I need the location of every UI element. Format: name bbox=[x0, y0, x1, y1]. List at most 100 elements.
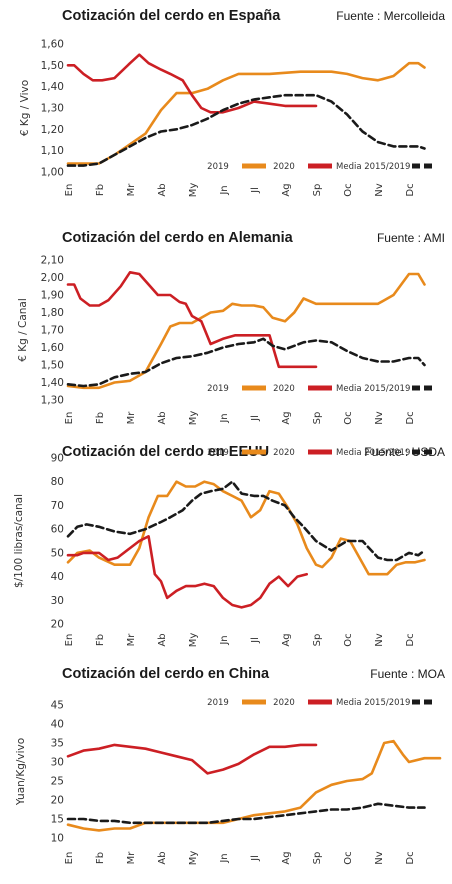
x-tick-label: En bbox=[64, 634, 75, 647]
y-axis-label: € Kg / Canal bbox=[17, 298, 29, 362]
y-tick-label: 30 bbox=[51, 595, 64, 607]
y-tick-label: 2,00 bbox=[41, 272, 64, 284]
x-tick-label: Ab bbox=[157, 411, 168, 424]
y-tick-label: 1,90 bbox=[41, 290, 64, 302]
chart-source: Fuente : MOA bbox=[370, 667, 445, 681]
chart-title: Cotización del cerdo en China bbox=[62, 666, 270, 682]
series-line-s2019 bbox=[66, 61, 426, 165]
legend: 2019 2020 Media 2015/2019 bbox=[207, 384, 436, 394]
chart-title: Cotización del cerdo en España bbox=[62, 8, 281, 24]
x-tick-label: Nv bbox=[374, 183, 385, 196]
x-tick-label: Ab bbox=[157, 183, 168, 196]
chart-source: Fuente : AMI bbox=[377, 231, 445, 245]
x-tick-label: Oc bbox=[343, 633, 354, 646]
y-tick-label: 20 bbox=[51, 795, 64, 807]
legend-2020-label: 2020 bbox=[273, 698, 295, 708]
series-line-s2020 bbox=[66, 53, 318, 114]
series-line-avg bbox=[66, 802, 426, 825]
x-tick-label: My bbox=[188, 851, 199, 866]
x-tick-label: Nv bbox=[374, 851, 385, 864]
chart-china: Cotización del cerdo en China Fuente : M… bbox=[0, 658, 452, 878]
y-tick-label: 1,50 bbox=[41, 60, 64, 72]
x-tick-label: My bbox=[188, 411, 199, 426]
chart-source: Fuente : Mercolleida bbox=[336, 9, 445, 23]
x-tick-label: Sp bbox=[312, 634, 323, 647]
y-axis-label: Yuan/Kg/vivo bbox=[15, 738, 27, 806]
x-tick-label: Fb bbox=[95, 184, 106, 196]
legend-avg-label: Media 2015/2019 bbox=[336, 698, 410, 708]
chart-germany-svg: Cotización del cerdo en Alemania Fuente … bbox=[17, 230, 445, 426]
x-tick-label: Ag bbox=[281, 633, 292, 646]
x-tick-label: Nv bbox=[374, 411, 385, 424]
series-line-avg bbox=[66, 480, 426, 562]
x-tick-label: Jl bbox=[250, 637, 261, 644]
x-tick-label: My bbox=[188, 633, 199, 648]
x-tick-label: Sp bbox=[312, 412, 323, 425]
y-tick-label: 30 bbox=[51, 757, 64, 769]
x-tick-label: Ag bbox=[281, 411, 292, 424]
x-tick-label: Dc bbox=[405, 183, 416, 196]
y-tick-label: 1,10 bbox=[41, 145, 64, 157]
x-tick-label: Jl bbox=[250, 187, 261, 194]
legend-2020-label: 2020 bbox=[273, 384, 295, 394]
y-tick-label: 1,60 bbox=[41, 39, 64, 51]
y-tick-label: 40 bbox=[51, 571, 64, 583]
x-tick-label: Jn bbox=[219, 853, 230, 863]
chart-usa-svg: Cotización del cerdo en EEUU Fuente : US… bbox=[13, 444, 445, 648]
x-tick-label: Oc bbox=[343, 851, 354, 864]
chart-china-svg: Cotización del cerdo en China Fuente : M… bbox=[15, 666, 445, 866]
y-tick-label: 1,30 bbox=[41, 103, 64, 115]
y-tick-label: 10 bbox=[51, 833, 64, 845]
x-tick-label: En bbox=[64, 852, 75, 865]
x-tick-label: Oc bbox=[343, 183, 354, 196]
x-tick-label: En bbox=[64, 184, 75, 197]
series-line-s2020 bbox=[66, 270, 318, 369]
y-tick-label: 1,50 bbox=[41, 360, 64, 372]
legend-avg-label: Media 2015/2019 bbox=[336, 448, 410, 458]
chart-germany: Cotización del cerdo en Alemania Fuente … bbox=[0, 220, 452, 440]
y-tick-label: 1,00 bbox=[41, 167, 64, 179]
chart-title: Cotización del cerdo en EEUU bbox=[62, 444, 269, 460]
x-tick-label: Mr bbox=[126, 183, 137, 197]
legend-avg-label: Media 2015/2019 bbox=[336, 384, 410, 394]
x-tick-label: En bbox=[64, 412, 75, 425]
x-tick-label: Sp bbox=[312, 184, 323, 197]
y-tick-label: 25 bbox=[51, 776, 64, 788]
x-tick-label: Jl bbox=[250, 415, 261, 422]
x-tick-label: Mr bbox=[126, 411, 137, 425]
legend: 2019 2020 Media 2015/2019 bbox=[207, 698, 436, 708]
y-tick-label: 2,10 bbox=[41, 255, 64, 267]
x-tick-label: Jn bbox=[219, 185, 230, 195]
series-line-s2020 bbox=[66, 743, 318, 775]
y-axis-label: € Kg / Vivo bbox=[19, 80, 31, 136]
y-tick-label: 35 bbox=[51, 738, 64, 750]
x-tick-label: Jn bbox=[219, 413, 230, 423]
x-tick-label: Mr bbox=[126, 633, 137, 647]
series-line-s2019 bbox=[66, 480, 426, 576]
y-tick-label: 60 bbox=[51, 524, 64, 536]
x-tick-label: Nv bbox=[374, 633, 385, 646]
x-tick-label: Ag bbox=[281, 183, 292, 196]
chart-title: Cotización del cerdo en Alemania bbox=[62, 230, 294, 246]
y-tick-label: 80 bbox=[51, 476, 64, 488]
x-tick-label: Ab bbox=[157, 851, 168, 864]
legend-2020-label: 2020 bbox=[273, 162, 295, 172]
y-tick-label: 70 bbox=[51, 500, 64, 512]
y-tick-label: 40 bbox=[51, 719, 64, 731]
series-line-s2019 bbox=[66, 739, 442, 832]
y-tick-label: 1,40 bbox=[41, 377, 64, 389]
x-tick-label: Fb bbox=[95, 852, 106, 864]
x-tick-label: Dc bbox=[405, 633, 416, 646]
x-tick-label: Jn bbox=[219, 635, 230, 645]
legend-2019-label: 2019 bbox=[207, 384, 229, 394]
chart-spain-svg: Cotización del cerdo en España Fuente : … bbox=[19, 8, 445, 197]
chart-source: Fuente : USDA bbox=[364, 445, 445, 459]
y-tick-label: 1,70 bbox=[41, 325, 64, 337]
legend-2019-label: 2019 bbox=[207, 162, 229, 172]
x-tick-label: Dc bbox=[405, 411, 416, 424]
x-tick-label: Ag bbox=[281, 851, 292, 864]
y-tick-label: 1,40 bbox=[41, 81, 64, 93]
x-tick-label: Fb bbox=[95, 634, 106, 646]
x-tick-label: Dc bbox=[405, 851, 416, 864]
